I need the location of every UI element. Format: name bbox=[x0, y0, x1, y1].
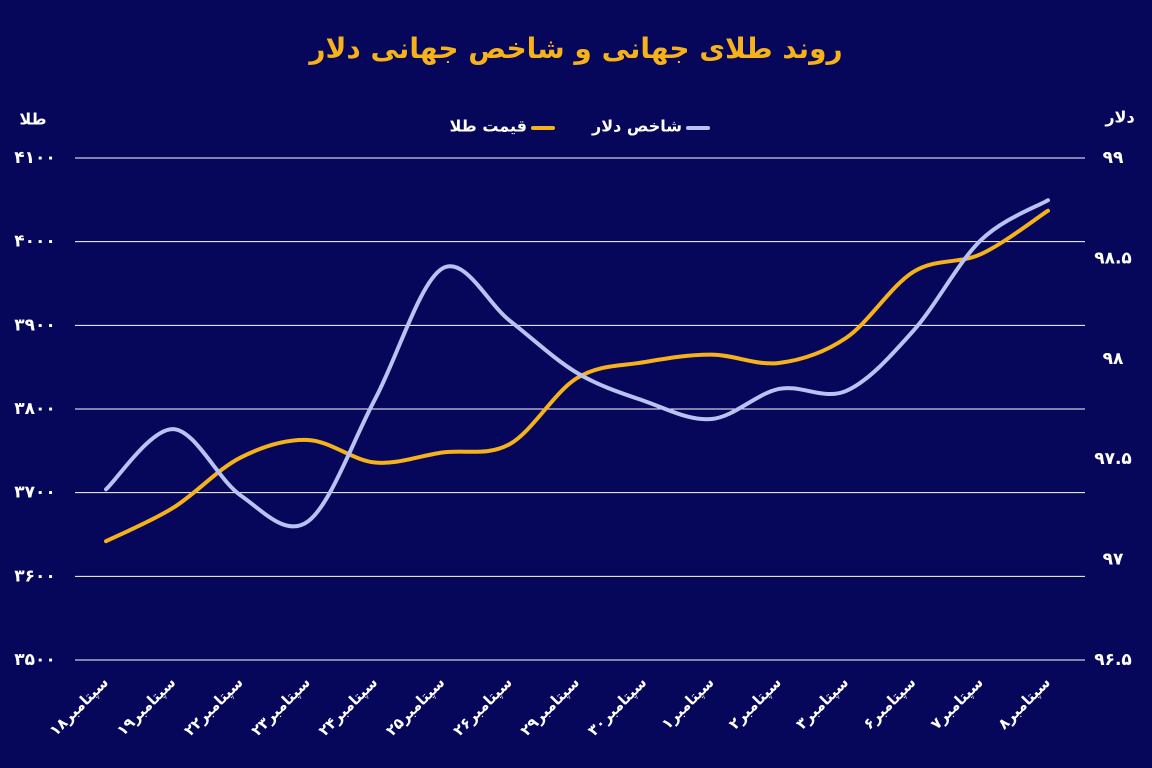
y-tick-label: ۳۹۰۰ bbox=[14, 315, 56, 335]
y-axis-label: طلا bbox=[19, 110, 46, 129]
chart-title: روند طلای جهانی و شاخص جهانی دلار bbox=[307, 32, 842, 65]
y2-tick-label: ۹۸.۵ bbox=[1094, 248, 1132, 268]
y-tick-label: ۳۶۰۰ bbox=[14, 566, 56, 586]
legend-label: قیمت طلا bbox=[450, 117, 527, 136]
y2-tick-label: ۹۸ bbox=[1103, 349, 1124, 369]
y2-tick-label: ۹۷ bbox=[1103, 550, 1124, 570]
legend-label: شاخص دلار bbox=[591, 117, 682, 136]
data-line bbox=[104, 198, 1050, 529]
y-tick-label: ۴۰۰۰ bbox=[14, 232, 56, 252]
y2-tick-label: ۹۹ bbox=[1103, 148, 1124, 168]
y-tick-label: ۳۷۰۰ bbox=[14, 483, 56, 503]
y2-tick-label: ۹۷.۵ bbox=[1094, 449, 1132, 469]
y2-axis-label: دلار bbox=[1104, 108, 1134, 127]
y-tick-label: ۴۱۰۰ bbox=[14, 148, 56, 168]
y-tick-label: ۳۵۰۰ bbox=[14, 650, 56, 670]
data-line bbox=[104, 208, 1050, 544]
y2-tick-label: ۹۶.۵ bbox=[1094, 650, 1132, 670]
y-tick-label: ۳۸۰۰ bbox=[14, 399, 56, 419]
